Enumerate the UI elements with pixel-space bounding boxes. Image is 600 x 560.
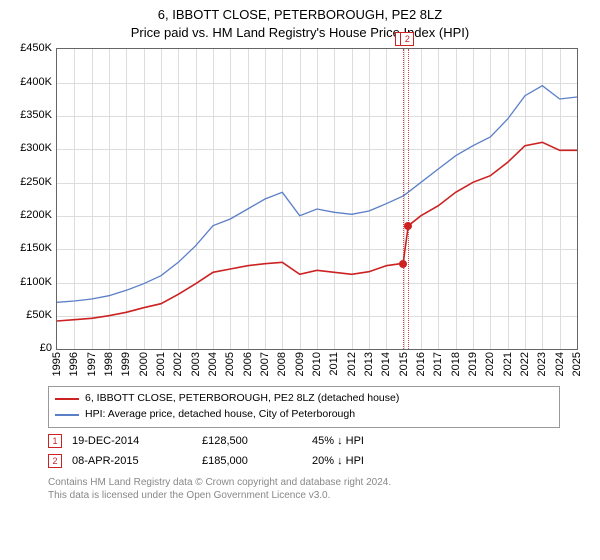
- plot-area: [56, 48, 578, 350]
- sales-list: 1 19-DEC-2014 £128,500 45% ↓ HPI 2 08-APR-201…: [0, 434, 600, 468]
- sale-date: 19-DEC-2014: [72, 435, 192, 447]
- legend: 6, IBBOTT CLOSE, PETERBOROUGH, PE2 8LZ (…: [48, 386, 560, 428]
- x-axis-label: 2006: [242, 352, 254, 376]
- sale-point: [404, 222, 412, 230]
- x-axis-label: 1999: [120, 352, 132, 376]
- chart-title: 6, IBBOTT CLOSE, PETERBOROUGH, PE2 8LZ P…: [0, 0, 600, 42]
- chart-area: £0 £50K £100K £150K £200K £250K £300K £350K £400…: [14, 48, 586, 378]
- y-axis-label: £250K: [14, 176, 52, 188]
- x-axis-label: 2016: [415, 352, 427, 376]
- sale-price: £185,000: [202, 455, 302, 467]
- sale-row: 2 08-APR-2015 £185,000 20% ↓ HPI: [48, 454, 560, 468]
- y-axis-label: £150K: [14, 242, 52, 254]
- x-axis-label: 2002: [172, 352, 184, 376]
- footer-line1: Contains HM Land Registry data © Crown c…: [48, 476, 560, 490]
- x-axis-label: 2009: [294, 352, 306, 376]
- x-axis-label: 2012: [346, 352, 358, 376]
- x-axis-label: 2005: [224, 352, 236, 376]
- sale-hpi: 45% ↓ HPI: [312, 435, 364, 447]
- y-axis-label: £350K: [14, 109, 52, 121]
- x-axis-label: 2008: [276, 352, 288, 376]
- legend-label: 6, IBBOTT CLOSE, PETERBOROUGH, PE2 8LZ (…: [85, 391, 399, 407]
- sale-price: £128,500: [202, 435, 302, 447]
- y-axis-label: £0: [14, 342, 52, 354]
- x-axis-label: 1995: [51, 352, 63, 376]
- footer: Contains HM Land Registry data © Crown c…: [48, 476, 560, 503]
- x-axis-label: 2001: [155, 352, 167, 376]
- x-axis-label: 2010: [311, 352, 323, 376]
- y-axis-label: £200K: [14, 209, 52, 221]
- y-axis-label: £50K: [14, 309, 52, 321]
- y-axis-label: £450K: [14, 42, 52, 54]
- x-axis-label: 2022: [519, 352, 531, 376]
- legend-label: HPI: Average price, detached house, City…: [85, 407, 355, 423]
- x-axis-label: 2014: [380, 352, 392, 376]
- legend-row: 6, IBBOTT CLOSE, PETERBOROUGH, PE2 8LZ (…: [55, 391, 553, 407]
- y-axis-label: £100K: [14, 276, 52, 288]
- sale-point: [399, 260, 407, 268]
- x-axis-label: 2017: [432, 352, 444, 376]
- x-axis-label: 2018: [450, 352, 462, 376]
- sale-date: 08-APR-2015: [72, 455, 192, 467]
- title-line1: 6, IBBOTT CLOSE, PETERBOROUGH, PE2 8LZ: [0, 6, 600, 24]
- x-axis-label: 2000: [138, 352, 150, 376]
- sale-marker-icon: 2: [48, 454, 62, 468]
- y-axis-label: £300K: [14, 142, 52, 154]
- legend-row: HPI: Average price, detached house, City…: [55, 407, 553, 423]
- sale-marker-box: 2: [400, 32, 414, 46]
- x-axis-label: 2003: [190, 352, 202, 376]
- x-axis-label: 2011: [328, 352, 340, 376]
- legend-swatch: [55, 398, 79, 400]
- x-axis-label: 2025: [571, 352, 583, 376]
- x-axis-label: 2023: [536, 352, 548, 376]
- x-axis-label: 2020: [484, 352, 496, 376]
- title-line2: Price paid vs. HM Land Registry's House …: [0, 24, 600, 42]
- x-axis-label: 2024: [554, 352, 566, 376]
- legend-swatch: [55, 414, 79, 416]
- series-price_paid: [57, 143, 577, 322]
- x-axis-label: 2019: [467, 352, 479, 376]
- x-axis-label: 1997: [86, 352, 98, 376]
- x-axis-label: 2013: [363, 352, 375, 376]
- x-axis-label: 1996: [68, 352, 80, 376]
- sale-hpi: 20% ↓ HPI: [312, 455, 364, 467]
- x-axis-label: 2021: [502, 352, 514, 376]
- x-axis-label: 2007: [259, 352, 271, 376]
- footer-line2: This data is licensed under the Open Gov…: [48, 489, 560, 503]
- sale-row: 1 19-DEC-2014 £128,500 45% ↓ HPI: [48, 434, 560, 448]
- series-svg: [57, 49, 577, 349]
- x-axis-label: 1998: [103, 352, 115, 376]
- sale-marker-icon: 1: [48, 434, 62, 448]
- x-axis-label: 2015: [398, 352, 410, 376]
- y-axis-label: £400K: [14, 76, 52, 88]
- x-axis-label: 2004: [207, 352, 219, 376]
